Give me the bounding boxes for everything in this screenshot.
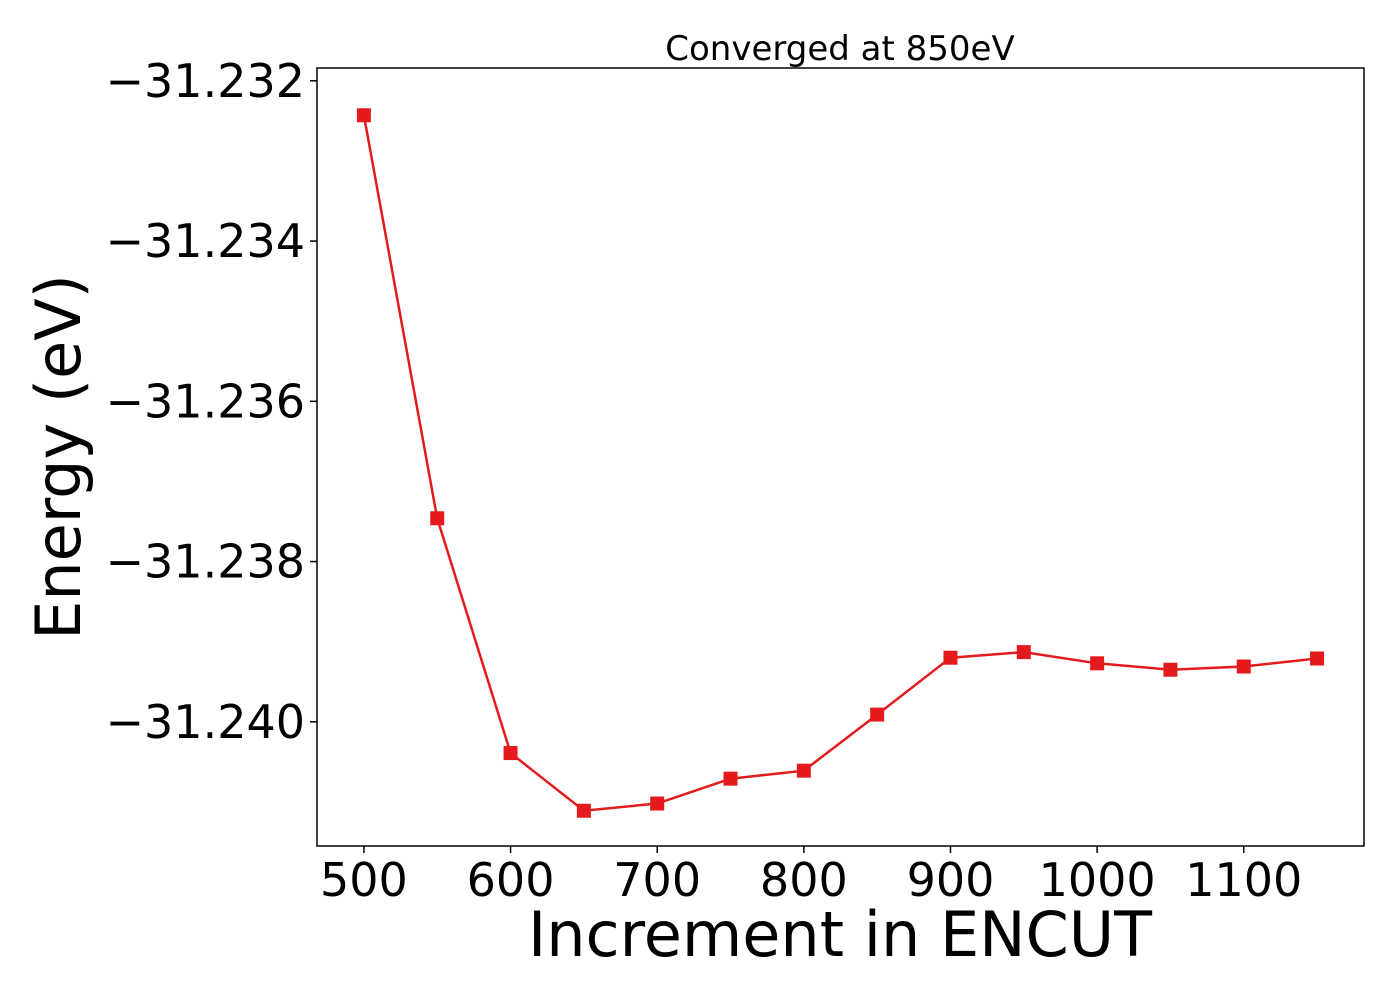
y-tick-label: −31.232 bbox=[106, 54, 306, 108]
data-point-marker bbox=[1310, 651, 1325, 666]
data-point-marker bbox=[1090, 656, 1105, 671]
y-axis-ticks: −31.232 −31.234 −31.236 −31.238 −31.240 bbox=[106, 54, 317, 749]
data-point-marker bbox=[796, 763, 811, 778]
data-point-marker bbox=[576, 803, 591, 818]
x-tick-label: 1100 bbox=[1185, 853, 1302, 907]
y-tick-label: −31.234 bbox=[106, 214, 306, 268]
plot-frame bbox=[316, 67, 1365, 847]
data-point-marker bbox=[943, 650, 958, 665]
x-tick-label: 1000 bbox=[1039, 853, 1156, 907]
data-point-marker bbox=[870, 707, 885, 722]
data-point-marker bbox=[430, 511, 445, 526]
series-layer bbox=[356, 108, 1325, 818]
data-point-marker bbox=[356, 108, 371, 123]
data-point-marker bbox=[1163, 662, 1178, 677]
data-point-marker bbox=[1236, 659, 1251, 674]
data-point-marker bbox=[723, 771, 738, 786]
y-tick-label: −31.238 bbox=[106, 535, 306, 589]
x-tick-label: 600 bbox=[467, 853, 555, 907]
series-line bbox=[362, 115, 1318, 812]
x-axis-label: Increment in ENCUT bbox=[528, 898, 1153, 971]
x-tick-label: 700 bbox=[613, 853, 701, 907]
data-point-marker bbox=[650, 796, 665, 811]
chart-title: Converged at 850eV bbox=[665, 29, 1014, 69]
x-tick-label: 500 bbox=[320, 853, 408, 907]
x-tick-label: 800 bbox=[760, 853, 848, 907]
y-tick-label: −31.236 bbox=[106, 374, 306, 428]
plot-area bbox=[316, 67, 1365, 847]
data-point-marker bbox=[1016, 645, 1031, 660]
x-axis-ticks: 500 600 700 800 900 1000 1100 bbox=[320, 846, 1302, 907]
y-axis-label: Energy (eV) bbox=[22, 274, 95, 640]
data-point-marker bbox=[503, 746, 518, 761]
y-tick-label: −31.240 bbox=[106, 695, 306, 749]
x-tick-label: 900 bbox=[907, 853, 995, 907]
